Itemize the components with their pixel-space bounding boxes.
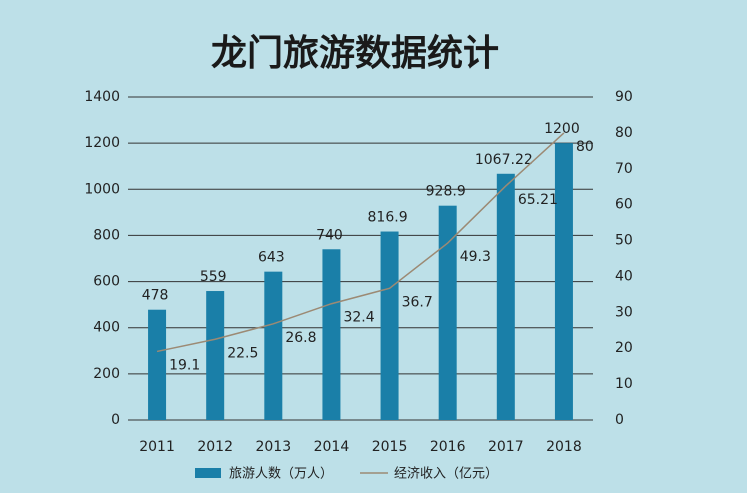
line-value-label: 65.21 [518,192,558,208]
y-tick-label: 1400 [84,89,120,105]
y-tick-label: 600 [93,274,120,290]
y2-tick-label: 30 [615,304,633,320]
line-value-label: 19.1 [169,357,200,373]
line-value-label: 36.7 [402,294,433,310]
chart-title: 龙门旅游数据统计 [211,33,499,74]
line [156,132,565,353]
x-tick-label: 2015 [372,439,408,455]
bar [380,231,399,420]
x-tick-label: 2013 [255,439,291,455]
x-tick-label: 2016 [430,439,466,455]
bar [148,309,167,420]
x-tick-label: 2014 [314,439,350,455]
y-tick-label: 200 [93,366,120,382]
bar-value-label: 1200 [544,121,580,137]
bar [206,291,225,420]
y2-tick-label: 10 [615,376,633,392]
y2-tick-label: 20 [615,340,633,356]
y2-tick-label: 80 [615,125,633,141]
y-tick-label: 400 [93,320,120,336]
bar-value-label: 643 [258,250,285,266]
bar-value-label: 478 [142,288,169,304]
legend-swatch [195,468,221,478]
x-tick-label: 2017 [488,439,524,455]
line-value-label: 22.5 [227,345,258,361]
line-value-label: 32.4 [343,310,374,326]
line-value-label: 49.3 [460,249,491,265]
x-tick-label: 2011 [139,439,175,455]
bar [554,143,573,420]
bar [264,271,283,420]
bar [496,173,515,420]
bar-value-label: 928.9 [426,184,466,200]
y2-tick-label: 50 [615,233,633,249]
legend-label: 经济收入（亿元） [394,467,498,482]
x-tick-label: 2012 [197,439,233,455]
y-tick-label: 800 [93,227,120,243]
y2-tick-label: 70 [615,161,633,177]
bar [322,249,341,420]
y-tick-label: 1000 [84,181,120,197]
bar-value-label: 1067.22 [475,152,533,168]
bar-value-label: 740 [316,227,343,243]
y2-tick-label: 90 [615,89,633,105]
bar-value-label: 816.9 [368,210,408,226]
y-tick-label: 0 [111,412,120,428]
bar [438,205,457,420]
legend-label: 旅游人数（万人） [229,467,333,482]
line-value-label: 80 [576,139,594,155]
bar-value-label: 559 [200,269,227,285]
y-tick-label: 1200 [84,135,120,151]
x-tick-label: 2018 [546,439,582,455]
line-value-label: 26.8 [285,330,316,346]
y2-tick-label: 60 [615,197,633,213]
y2-tick-label: 0 [615,412,624,428]
y2-tick-label: 40 [615,268,633,284]
